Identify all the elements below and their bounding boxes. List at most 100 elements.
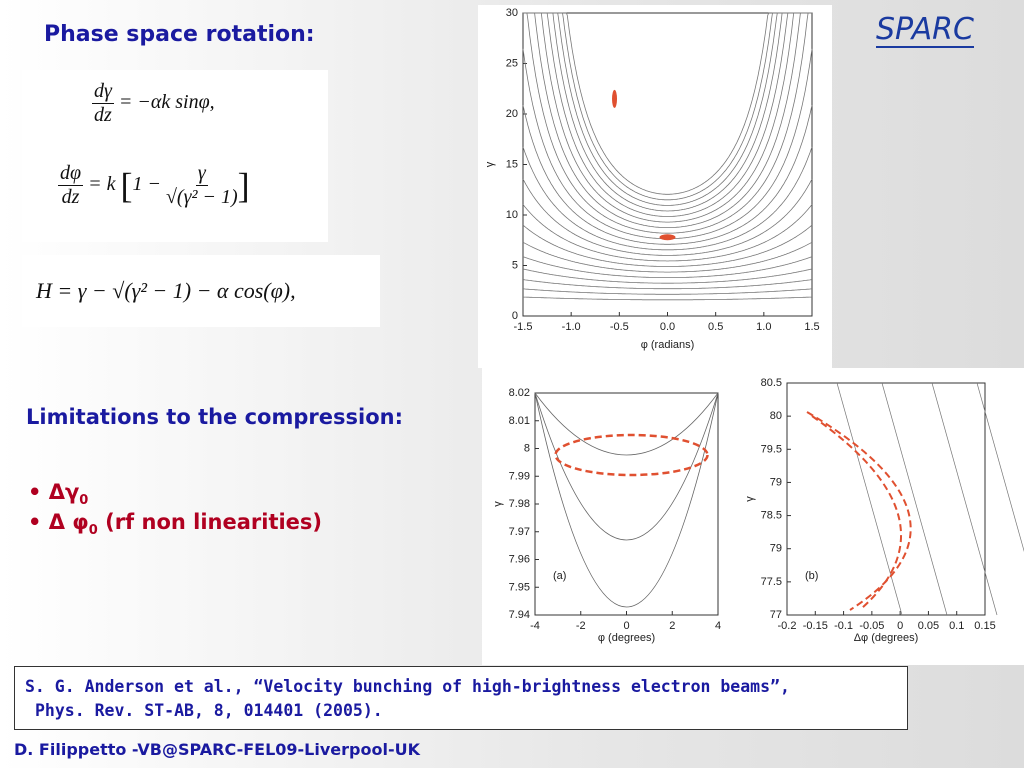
contour (534, 392, 719, 608)
citation: S. G. Anderson et al., “Velocity bunchin… (14, 666, 908, 730)
eq-fden: √(γ² − 1) (165, 186, 238, 208)
panel-tag: (b) (805, 570, 818, 582)
x-axis-label: φ (radians) (641, 339, 695, 351)
bullet-text: (rf non linearities) (97, 510, 323, 534)
y-tick-label: 7.98 (509, 498, 530, 510)
bullet-text: • Δ φ (28, 510, 89, 534)
x-tick-label: 1.5 (804, 321, 819, 333)
y-tick-label: 77 (770, 609, 782, 621)
eq-bracket: 1 − (132, 173, 161, 196)
eq-rhs: = −αk sinφ, (118, 91, 215, 114)
contour (522, 279, 813, 290)
contour (523, 12, 812, 195)
y-tick-label: 0 (512, 310, 518, 322)
y-tick-label: 5 (512, 260, 518, 272)
x-tick-label: -0.15 (803, 620, 828, 632)
x-tick-label: 2 (669, 620, 675, 632)
contour (534, 392, 719, 456)
contour (523, 12, 812, 212)
bullet-sub: 0 (79, 493, 89, 509)
bullet: • Δ φ0 (rf non linearities) (28, 510, 322, 538)
y-tick-label: 79 (770, 543, 782, 555)
x-tick-label: 4 (715, 620, 721, 632)
y-axis-label: γ (492, 501, 504, 507)
contour (523, 12, 812, 223)
contour (881, 382, 948, 616)
contour (931, 382, 998, 616)
bullet-text: • Δγ (28, 480, 80, 504)
beam (659, 234, 676, 241)
x-tick-label: -0.5 (610, 321, 629, 333)
equation-box: dγ dz = −αk sinφ, dφ dz = k [1 − γ √(γ² − 1… (22, 70, 328, 242)
citation-line: Phys. Rev. ST-AB, 8, 014401 (2005). (35, 701, 383, 720)
contour (522, 146, 813, 251)
x-tick-label: -1.5 (514, 321, 533, 333)
y-tick-label: 7.97 (509, 526, 530, 538)
y-tick-label: 7.95 (509, 581, 530, 593)
y-tick-label: 79.5 (761, 443, 782, 455)
plot-frame (786, 382, 986, 616)
y-axis-label: γ (744, 496, 756, 502)
x-tick-label: -0.1 (834, 620, 853, 632)
x-tick-label: -1.0 (562, 321, 581, 333)
y-tick-label: 7.94 (509, 609, 530, 621)
y-tick-label: 8.02 (509, 387, 530, 399)
equation-2: dφ dz = k [1 − γ √(γ² − 1)] (58, 162, 250, 208)
x-tick-label: 0.05 (918, 620, 939, 632)
x-axis-label: φ (degrees) (598, 632, 655, 644)
beam-ellipse (554, 433, 709, 477)
y-tick-label: 80.5 (761, 377, 782, 389)
eq-num: dγ (92, 80, 114, 104)
x-tick-label: -0.05 (859, 620, 884, 632)
logo: SPARC (876, 12, 974, 48)
y-tick-label: 25 (506, 58, 518, 70)
x-tick-label: 0 (897, 620, 903, 632)
x-tick-label: -4 (530, 620, 540, 632)
y-tick-label: 7.96 (509, 554, 530, 566)
y-tick-label: 77.5 (761, 576, 782, 588)
contour (522, 204, 813, 262)
x-tick-label: -2 (576, 620, 586, 632)
x-tick-label: 0.15 (974, 620, 995, 632)
contour (523, 12, 812, 228)
y-tick-label: 15 (506, 159, 518, 171)
contour (523, 288, 812, 295)
contour (522, 296, 813, 301)
eq-den: dz (61, 186, 80, 208)
y-tick-label: 30 (506, 7, 518, 19)
panel-tag: (a) (553, 570, 566, 582)
contour (522, 224, 813, 267)
y-tick-label: 20 (506, 108, 518, 120)
eq-den: dz (94, 104, 112, 126)
contour (522, 178, 813, 256)
y-tick-label: 7.99 (509, 470, 530, 482)
eq-mid: = k (88, 173, 116, 196)
contour (523, 12, 812, 201)
beam-curve (811, 415, 902, 609)
beam-curve (806, 411, 912, 611)
eq-fnum: γ (195, 162, 208, 186)
x-tick-label: 0 (623, 620, 629, 632)
eq-num: dφ (58, 162, 84, 186)
x-tick-label: 0.0 (660, 321, 675, 333)
x-axis-label: Δφ (degrees) (854, 632, 919, 644)
y-tick-label: 10 (506, 209, 518, 221)
contour (976, 382, 1024, 553)
figure-bg (482, 368, 1024, 665)
x-tick-label: 0.5 (708, 321, 723, 333)
y-tick-label: 78.5 (761, 510, 782, 522)
bullet: • Δγ0 (28, 480, 88, 508)
beam (612, 89, 618, 108)
contour (522, 105, 813, 245)
contour (523, 12, 812, 234)
equation-1: dγ dz = −αk sinφ, (92, 80, 215, 127)
x-tick-label: -0.2 (778, 620, 797, 632)
contour (522, 256, 813, 278)
hamiltonian: H = γ − √(γ² − 1) − α cos(φ), (22, 255, 380, 327)
bullet-sub: 0 (88, 523, 98, 539)
figure-bg (478, 5, 832, 368)
contour (522, 241, 813, 273)
contour (523, 12, 812, 206)
